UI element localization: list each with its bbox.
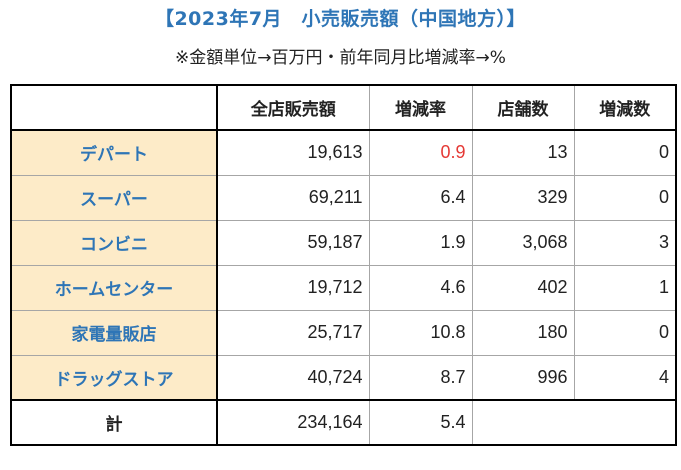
table-row: スーパー 69,211 6.4 329 0 <box>10 174 677 221</box>
stores-value: 402 <box>471 264 575 311</box>
rate-value: 8.7 <box>368 354 473 401</box>
header-change: 増減数 <box>573 84 677 131</box>
sales-value: 25,717 <box>216 309 370 356</box>
category-label: ドラッグストア <box>10 354 218 401</box>
change-value: 1 <box>573 264 677 311</box>
total-sales-value: 234,164 <box>216 399 370 446</box>
stores-value: 329 <box>471 174 575 221</box>
sales-value: 19,712 <box>216 264 370 311</box>
category-label: スーパー <box>10 174 218 221</box>
rate-value: 6.4 <box>368 174 473 221</box>
rate-value: 0.9 <box>368 129 473 176</box>
rate-value: 4.6 <box>368 264 473 311</box>
change-value: 4 <box>573 354 677 401</box>
table-row: 家電量販店 25,717 10.8 180 0 <box>10 309 677 356</box>
rate-value: 1.9 <box>368 219 473 266</box>
header-sales: 全店販売額 <box>216 84 370 131</box>
sales-value: 59,187 <box>216 219 370 266</box>
total-label: 計 <box>10 399 218 446</box>
stores-value: 3,068 <box>471 219 575 266</box>
sales-table: 全店販売額 増減率 店舗数 増減数 デパート 19,613 0.9 13 0 ス… <box>10 84 677 446</box>
category-label: ホームセンター <box>10 264 218 311</box>
header-row: 全店販売額 増減率 店舗数 増減数 <box>10 84 677 131</box>
total-row: 計 234,164 5.4 <box>10 399 677 446</box>
change-value: 0 <box>573 174 677 221</box>
table-row: ホームセンター 19,712 4.6 402 1 <box>10 264 677 311</box>
change-value: 0 <box>573 129 677 176</box>
table-row: コンビニ 59,187 1.9 3,068 3 <box>10 219 677 266</box>
header-rate: 増減率 <box>368 84 473 131</box>
stores-value: 996 <box>471 354 575 401</box>
change-value: 0 <box>573 309 677 356</box>
stores-value: 13 <box>471 129 575 176</box>
total-empty-cell <box>471 399 677 446</box>
header-corner <box>10 84 218 131</box>
category-label: デパート <box>10 129 218 176</box>
sales-value: 19,613 <box>216 129 370 176</box>
category-label: 家電量販店 <box>10 309 218 356</box>
table-row: デパート 19,613 0.9 13 0 <box>10 129 677 176</box>
sales-value: 40,724 <box>216 354 370 401</box>
header-stores: 店舗数 <box>471 84 575 131</box>
rate-value: 10.8 <box>368 309 473 356</box>
change-value: 3 <box>573 219 677 266</box>
category-label: コンビニ <box>10 219 218 266</box>
stores-value: 180 <box>471 309 575 356</box>
page-title: 【2023年7月 小売販売額（中国地方）】 <box>154 8 527 30</box>
sales-value: 69,211 <box>216 174 370 221</box>
units-note: ※金額単位→百万円・前年同月比増減率→% <box>175 48 506 68</box>
table-row: ドラッグストア 40,724 8.7 996 4 <box>10 354 677 401</box>
total-rate-value: 5.4 <box>368 399 473 446</box>
